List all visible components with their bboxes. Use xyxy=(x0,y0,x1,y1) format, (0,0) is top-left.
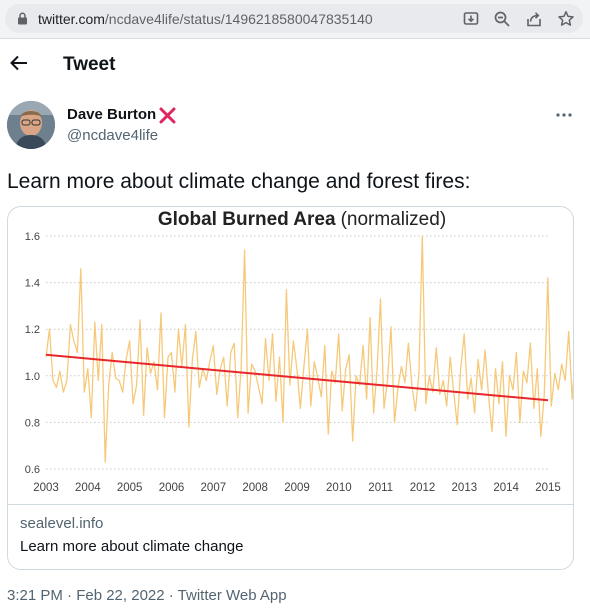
share-icon[interactable] xyxy=(525,10,543,28)
x-tick-label: 2014 xyxy=(493,482,519,494)
y-tick-label: 1.4 xyxy=(25,278,40,290)
burned-area-series-line xyxy=(45,235,573,463)
back-arrow-icon[interactable] xyxy=(8,52,30,74)
author-name[interactable]: Dave Burton xyxy=(67,106,157,123)
x-tick-label: 2009 xyxy=(284,482,310,494)
x-tick-label: 2006 xyxy=(159,482,185,494)
burned-area-chart: Global Burned Area (normalized) 0.6 0.8 1.0… xyxy=(25,209,573,494)
red-x-icon xyxy=(159,107,176,124)
url-text[interactable]: twitter.com/ncdave4life/status/149621858… xyxy=(38,11,373,27)
tweet-text: Learn more about climate change and fore… xyxy=(7,170,471,193)
browser-address-bar: twitter.com/ncdave4life/status/149621858… xyxy=(0,0,590,39)
chart-title-suffix: (normalized) xyxy=(341,209,447,230)
card-domain: sealevel.info xyxy=(20,515,104,532)
trend-line xyxy=(45,353,549,402)
url-domain: twitter.com xyxy=(38,11,105,27)
chart-title: Global Burned Area (normalized) xyxy=(158,209,446,230)
omnibox[interactable]: twitter.com/ncdave4life/status/149621858… xyxy=(5,4,583,33)
lock-icon[interactable] xyxy=(17,12,28,25)
x-tick-label: 2003 xyxy=(33,482,59,494)
x-tick-label: 2005 xyxy=(117,482,143,494)
y-tick-label: 1.0 xyxy=(25,371,40,383)
tweet-timestamp[interactable]: 3:21 PM · Feb 22, 2022 · Twitter Web App xyxy=(7,587,287,604)
link-card[interactable]: Global Burned Area (normalized) 0.6 0.8 1.0… xyxy=(7,206,574,570)
x-tick-label: 2008 xyxy=(242,482,268,494)
y-tick-label: 1.2 xyxy=(25,324,40,336)
x-tick-label: 2013 xyxy=(452,482,478,494)
y-tick-label: 1.6 xyxy=(25,231,40,243)
x-tick-label: 2011 xyxy=(368,482,393,494)
x-tick-label: 2010 xyxy=(326,482,352,494)
chart-title-main: Global Burned Area xyxy=(158,209,336,230)
x-tick-label: 2015 xyxy=(535,482,561,494)
avatar[interactable] xyxy=(7,101,55,149)
y-tick-label: 0.8 xyxy=(25,417,40,429)
install-icon[interactable] xyxy=(462,10,480,28)
bookmark-star-icon[interactable] xyxy=(557,10,575,28)
x-tick-label: 2004 xyxy=(75,482,101,494)
zoom-icon[interactable] xyxy=(493,10,511,28)
x-tick-label: 2012 xyxy=(410,482,436,494)
page-title: Tweet xyxy=(63,54,116,75)
more-options-icon[interactable] xyxy=(555,106,573,124)
x-tick-label: 2007 xyxy=(201,482,227,494)
card-title: Learn more about climate change xyxy=(20,538,244,555)
y-tick-label: 0.6 xyxy=(25,464,40,476)
avatar-image xyxy=(7,101,55,149)
card-meta[interactable]: sealevel.info Learn more about climate c… xyxy=(8,504,573,569)
url-path: /ncdave4life/status/1496218580047835140 xyxy=(104,11,373,27)
author-handle[interactable]: @ncdave4life xyxy=(67,127,159,144)
